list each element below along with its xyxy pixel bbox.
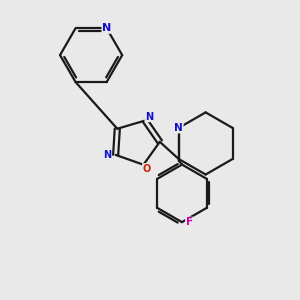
Text: N: N <box>103 150 112 160</box>
Text: O: O <box>142 164 151 174</box>
Text: N: N <box>174 123 183 133</box>
Text: F: F <box>186 217 193 227</box>
Text: N: N <box>145 112 153 122</box>
Text: N: N <box>102 23 111 33</box>
